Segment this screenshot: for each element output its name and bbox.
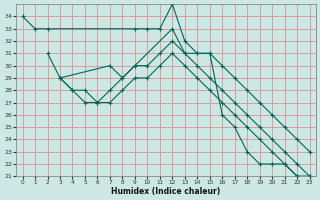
X-axis label: Humidex (Indice chaleur): Humidex (Indice chaleur) — [111, 187, 221, 196]
